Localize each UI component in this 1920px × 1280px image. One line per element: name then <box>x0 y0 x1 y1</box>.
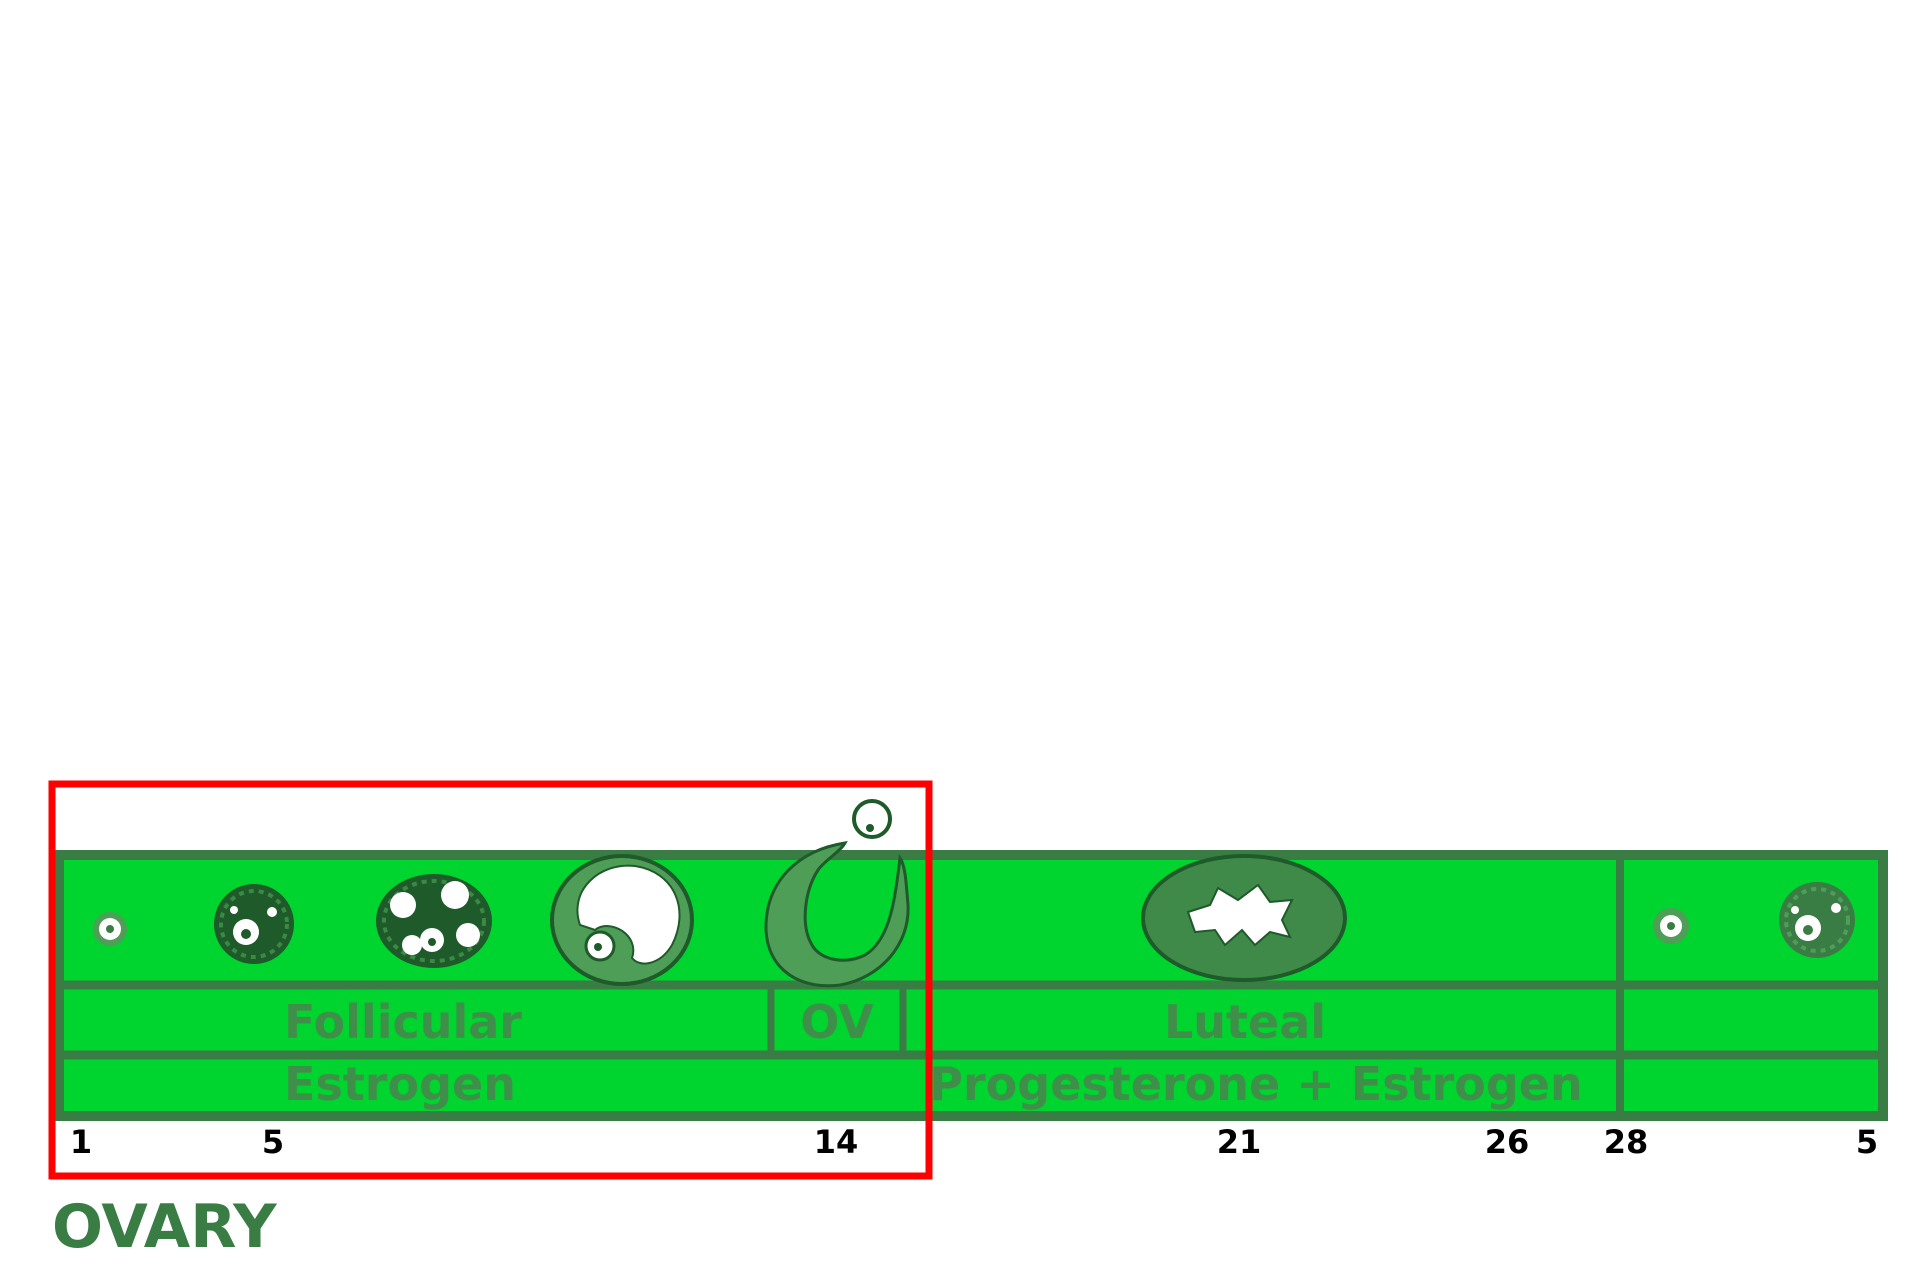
day-label: 21 <box>1217 1123 1262 1161</box>
hormone-label-progesterone-estrogen: Progesterone + Estrogen <box>929 1057 1582 1111</box>
next-primary-follicle-icon <box>1779 882 1855 958</box>
ruptured-follicle-icon <box>764 799 910 988</box>
hormone-label-estrogen: Estrogen <box>284 1057 516 1111</box>
primordial-follicle-icon <box>93 912 127 946</box>
secondary-follicle-icon <box>376 874 492 968</box>
day-label: 1 <box>70 1123 92 1161</box>
next-primordial-follicle-icon <box>1653 908 1689 944</box>
day-label: 28 <box>1604 1123 1649 1161</box>
day-label: 14 <box>814 1123 859 1161</box>
phase-label-follicular: Follicular <box>284 995 522 1049</box>
corpus-luteum-icon <box>1141 854 1347 982</box>
antral-follicle-icon <box>550 854 694 986</box>
phase-label-luteal: Luteal <box>1164 995 1326 1049</box>
day-label: 5 <box>262 1123 284 1161</box>
diagram-title: OVARY <box>52 1192 278 1262</box>
primary-follicle-icon <box>214 884 294 964</box>
day-label: 26 <box>1485 1123 1530 1161</box>
phase-label-ovulation: OV <box>800 995 874 1049</box>
highlight-box <box>48 780 933 1180</box>
day-label: 5 <box>1856 1123 1878 1161</box>
